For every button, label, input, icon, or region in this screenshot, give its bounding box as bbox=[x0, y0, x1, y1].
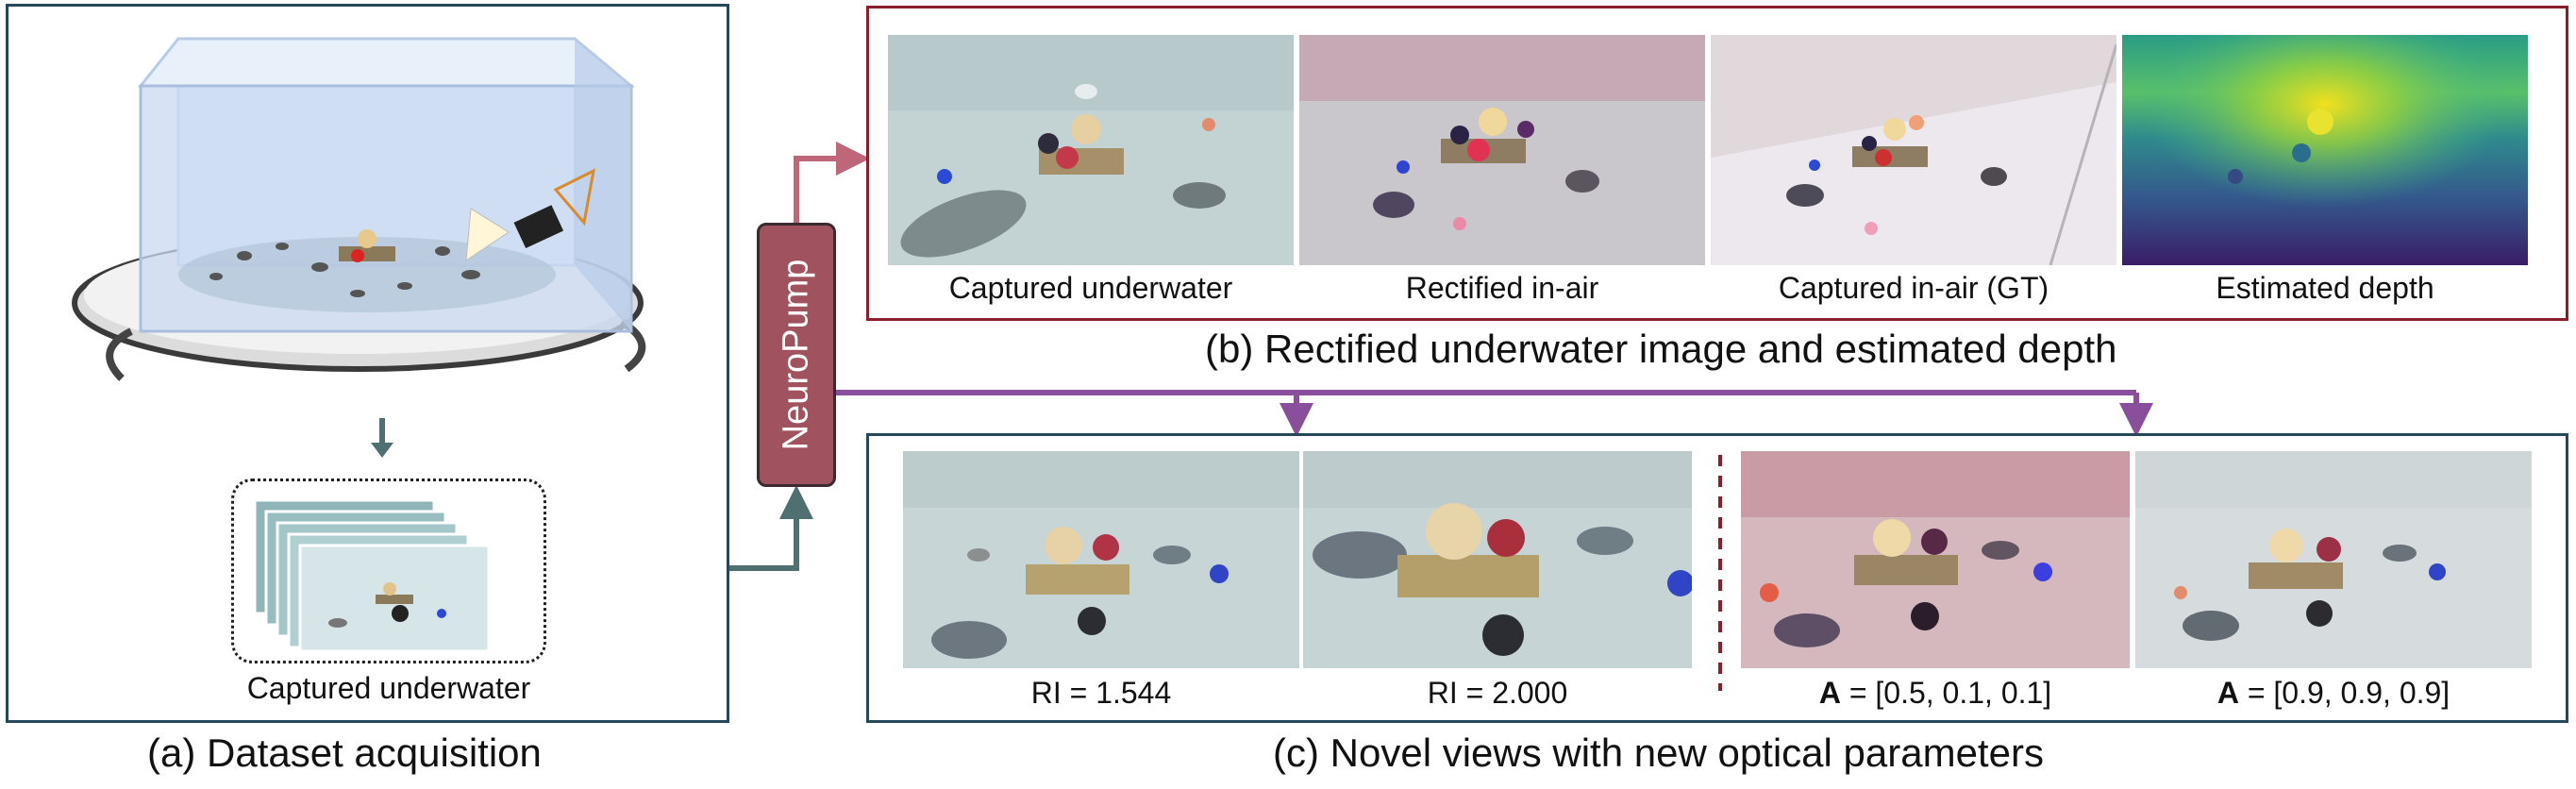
image-captured-underwater bbox=[888, 35, 1294, 265]
arrow-neuropump-to-b bbox=[794, 142, 870, 223]
image-ri-1544 bbox=[903, 451, 1299, 668]
caption-c: (c) Novel views with new optical paramet… bbox=[1273, 730, 2044, 775]
label-b4: Estimated depth bbox=[2216, 271, 2434, 305]
label-c4-bold: A bbox=[2216, 676, 2239, 710]
panel-rectified: Captured underwater Rectified in-air Cap… bbox=[866, 6, 2568, 321]
image-captured-in-air-gt bbox=[1711, 35, 2116, 265]
panel-dataset-acquisition: Captured underwater bbox=[6, 4, 729, 723]
caption-a: (a) Dataset acquisition bbox=[147, 730, 542, 775]
label-c3: A = [0.5, 0.1, 0.1] bbox=[1741, 676, 2130, 711]
down-arrow bbox=[371, 418, 393, 458]
caption-b: (b) Rectified underwater image and estim… bbox=[1205, 327, 2117, 371]
label-c1: RI = 1.544 bbox=[1030, 676, 1172, 710]
label-b3: Captured in-air (GT) bbox=[1778, 271, 2049, 305]
label-c4-rest: = [0.9, 0.9, 0.9] bbox=[2238, 676, 2451, 710]
label-c4: A = [0.9, 0.9, 0.9] bbox=[2135, 676, 2532, 711]
image-a-05-01-01 bbox=[1741, 451, 2130, 668]
panel-novel-views: RI = 1.544 RI = 2.000 A = [0.5, 0.1, 0.1… bbox=[866, 433, 2568, 723]
image-estimated-depth bbox=[2122, 35, 2528, 265]
label-c3-bold: A bbox=[1818, 676, 1841, 710]
neuropump-block: NeuroPump bbox=[757, 223, 836, 487]
image-stack-icon bbox=[253, 498, 491, 653]
neuropump-label: NeuroPump bbox=[776, 259, 816, 451]
image-stack-box bbox=[231, 478, 546, 663]
label-b1: Captured underwater bbox=[948, 271, 1233, 305]
image-rectified-in-air bbox=[1299, 35, 1705, 265]
image-a-09-09-09 bbox=[2135, 451, 2532, 668]
label-c3-rest: = [0.5, 0.1, 0.1] bbox=[1840, 676, 2052, 710]
dashed-separator bbox=[1718, 455, 1722, 691]
image-ri-2000 bbox=[1303, 451, 1692, 668]
stack-label: Captured underwater bbox=[246, 671, 531, 705]
label-c2: RI = 2.000 bbox=[1427, 676, 1568, 710]
water-tank-illustration bbox=[72, 37, 646, 381]
label-b2: Rectified in-air bbox=[1405, 271, 1599, 305]
